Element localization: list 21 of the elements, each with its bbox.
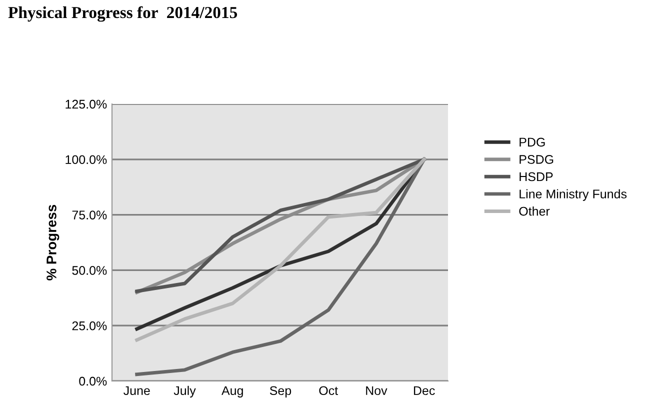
x-tick-label: Oct	[319, 386, 338, 396]
legend-label: Line Ministry Funds	[520, 189, 627, 201]
y-axis-title: % Progress	[46, 204, 60, 280]
x-tick-label: July	[174, 386, 196, 398]
chart-title: Physical Progress for 2014/2015	[8, 6, 238, 22]
line-series	[135, 158, 426, 376]
y-tick-label: 25.0%	[72, 321, 107, 330]
legend-label: HSDP	[520, 172, 553, 182]
y-tick-label: 125.0%	[66, 100, 107, 109]
x-tick-label: June	[124, 386, 150, 396]
y-tick-label: 0.0%	[79, 376, 107, 386]
legend-label: PSDG	[520, 155, 554, 164]
y-tick-label: 100.0%	[66, 155, 107, 164]
x-tick-label: Nov	[366, 386, 388, 396]
legend-label: PDG	[520, 138, 545, 147]
x-tick-label: Aug	[222, 386, 243, 398]
y-tick-label: 75.0%	[72, 210, 107, 220]
x-tick-label: Sep	[270, 386, 292, 398]
x-tick-label: Dec	[414, 386, 435, 396]
y-tick-label: 50.0%	[72, 266, 107, 275]
legend-label: Other	[519, 206, 550, 216]
